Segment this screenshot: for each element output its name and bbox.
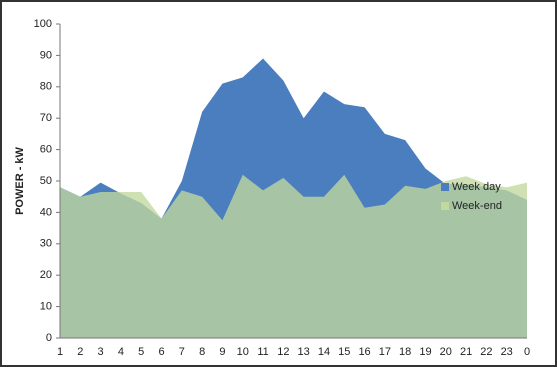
x-tick-label: 5: [138, 346, 144, 358]
y-tick-label: 0: [46, 332, 52, 344]
x-tick-label: 10: [237, 346, 249, 358]
x-tick-label: 12: [277, 346, 289, 358]
legend-label: Week-end: [452, 200, 502, 212]
x-tick-label: 16: [358, 346, 370, 358]
y-tick-label: 40: [40, 206, 52, 218]
y-tick-label: 10: [40, 301, 52, 313]
legend-swatch: [441, 202, 449, 210]
x-tick-label: 19: [419, 346, 431, 358]
x-tick-label: 6: [158, 346, 164, 358]
x-tick-label: 2: [77, 346, 83, 358]
legend-label: Week day: [452, 181, 501, 193]
x-tick-label: 13: [298, 346, 310, 358]
x-tick-label: 22: [480, 346, 492, 358]
y-tick-label: 80: [40, 81, 52, 93]
x-tick-label: 17: [379, 346, 391, 358]
x-tick-label: 7: [179, 346, 185, 358]
y-tick-label: 60: [40, 144, 52, 156]
y-tick-label: 50: [40, 175, 52, 187]
x-tick-label: 4: [118, 346, 124, 358]
x-tick-label: 11: [257, 346, 268, 358]
x-tick-label: 20: [440, 346, 452, 358]
y-tick-label: 20: [40, 269, 52, 281]
x-tick-label: 3: [98, 346, 104, 358]
legend-swatch: [441, 183, 449, 191]
x-tick-label: 8: [199, 346, 205, 358]
x-tick-label: 21: [460, 346, 472, 358]
y-tick-label: 70: [40, 112, 52, 124]
y-tick-label: 100: [34, 18, 52, 30]
x-tick-label: 15: [338, 346, 350, 358]
y-axis-label: POWER - kW: [14, 146, 26, 214]
x-tick-label: 18: [399, 346, 411, 358]
y-tick-label: 30: [40, 238, 52, 250]
area: [60, 174, 527, 338]
x-tick-label: 9: [219, 346, 225, 358]
x-tick-label: 23: [501, 346, 513, 358]
x-tick-label: 1: [57, 346, 63, 358]
x-tick-label: 14: [318, 346, 330, 358]
x-tick-label: 0: [524, 346, 530, 358]
y-tick-label: 90: [40, 49, 52, 61]
